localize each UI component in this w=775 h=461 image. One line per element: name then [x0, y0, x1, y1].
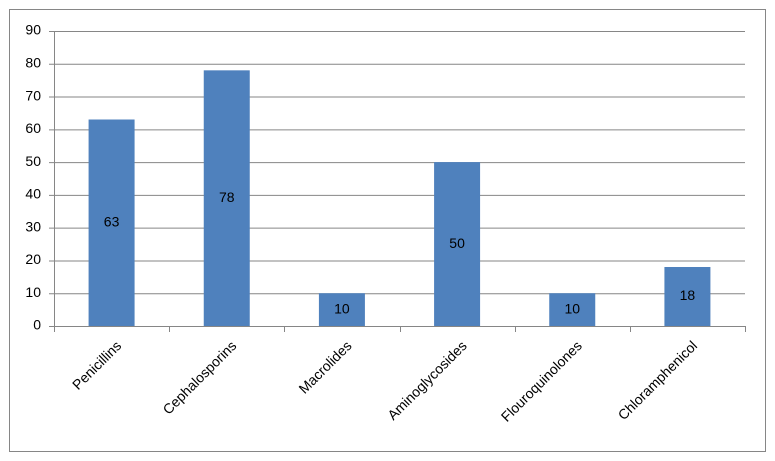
data-label: 50: [449, 235, 465, 251]
bar: [664, 267, 711, 326]
y-tick-label: 20: [25, 251, 41, 267]
data-label: 10: [564, 300, 580, 316]
y-tick-label: 0: [33, 317, 41, 333]
bar: [88, 119, 135, 326]
bar: [434, 162, 481, 326]
data-label: 10: [334, 300, 350, 316]
y-tick-label: 50: [25, 153, 41, 169]
y-tick-label: 60: [25, 120, 41, 136]
data-label: 18: [680, 287, 696, 303]
bar: [318, 293, 365, 326]
chart-border: [9, 9, 766, 452]
data-label: 78: [219, 189, 235, 205]
y-tick-label: 10: [25, 284, 41, 300]
y-tick-label: 30: [25, 218, 41, 234]
bar: [203, 70, 250, 326]
y-tick-label: 90: [25, 22, 41, 38]
bar: [549, 293, 596, 326]
y-tick-label: 40: [25, 186, 41, 202]
y-tick-label: 80: [25, 54, 41, 70]
data-label: 63: [104, 213, 120, 229]
y-tick-label: 70: [25, 87, 41, 103]
